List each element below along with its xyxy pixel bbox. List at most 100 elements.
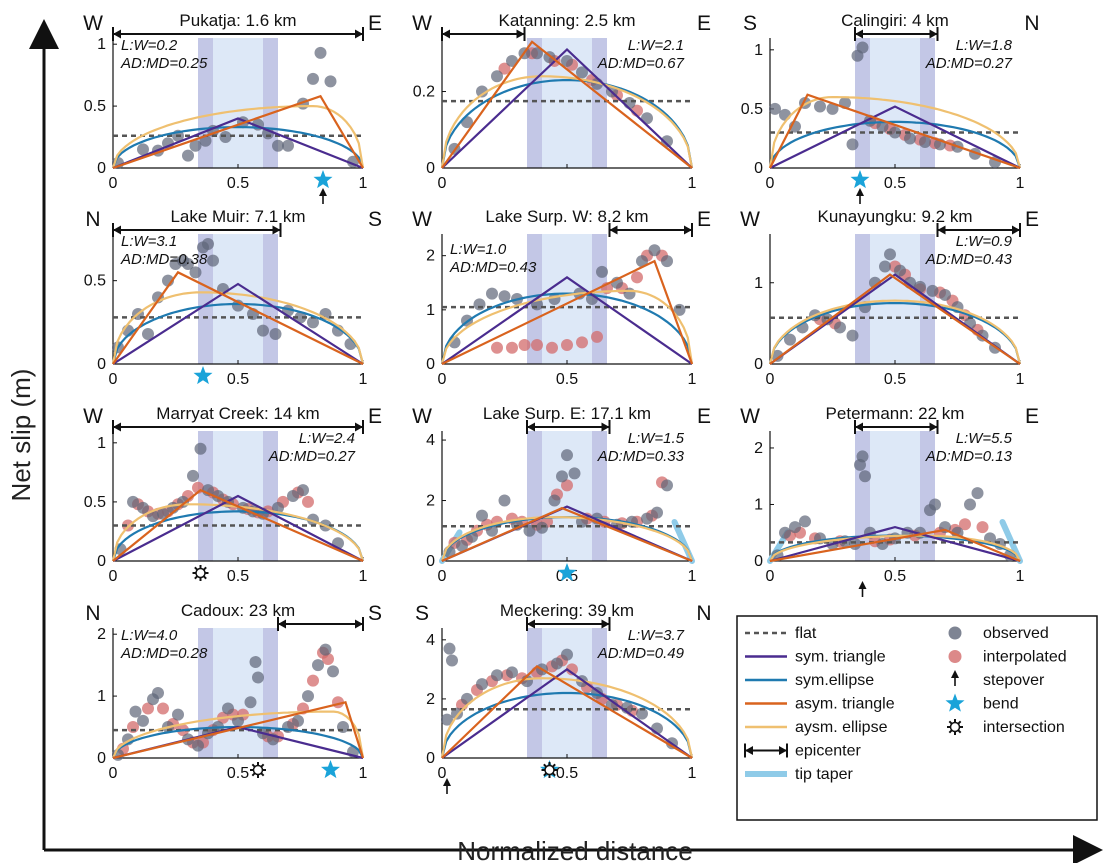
sym-triangle-line — [769, 105, 1021, 169]
panel-stat: L:W=3.1 — [121, 233, 177, 250]
asym-triangle-line — [112, 700, 365, 760]
direction-label-left: W — [412, 208, 432, 231]
panel: 0 0.5 1 0 0.5 1 Pukatja: 1.6 km W E L:W=0.2AD:MD=… — [83, 11, 382, 204]
y-tick-label: 0.5 — [84, 273, 106, 290]
direction-label-right: S — [368, 602, 382, 625]
observed-point — [486, 287, 498, 300]
stepover-arrow-head — [858, 581, 867, 589]
y-tick-label: 0.2 — [413, 84, 435, 101]
panel-stat: L:W=0.9 — [956, 233, 1013, 250]
observed-point — [292, 714, 304, 727]
x-tick-label: 0 — [766, 371, 775, 388]
legend-swatch-star-icon — [945, 693, 965, 712]
observed-point — [324, 75, 337, 88]
panel-title: Marryat Creek: 14 km — [156, 404, 319, 423]
intersection-gear-icon — [541, 762, 558, 778]
x-tick-label: 1 — [359, 568, 368, 585]
observed-point — [142, 328, 154, 340]
y-tick-label: 1 — [97, 688, 106, 705]
legend-label: observed — [983, 625, 1049, 642]
x-tick-label: 1 — [359, 765, 368, 782]
observed-point — [771, 349, 784, 362]
observed-point — [294, 311, 307, 324]
observed-point — [834, 321, 846, 334]
observed-point — [769, 102, 781, 115]
asym-triangle-line — [112, 94, 364, 170]
x-tick-label: 1 — [1016, 175, 1025, 192]
observed-point — [551, 657, 563, 670]
observed-point — [302, 690, 314, 703]
panel-stat: AD:MD=0.27 — [925, 55, 1013, 72]
interpolated-point — [157, 702, 169, 715]
panel-stat: AD:MD=0.33 — [597, 448, 685, 465]
panel-stat: L:W=2.1 — [628, 37, 684, 54]
y-tick-label: 1 — [754, 496, 763, 513]
panel-stat: AD:MD=0.25 — [120, 55, 208, 72]
x-tick-label: 0.5 — [884, 175, 906, 192]
observed-point — [129, 705, 142, 718]
epicenter-arrow — [936, 223, 1021, 237]
epicenter-head-right — [272, 225, 281, 235]
figure-frame: Net slip (m) Normalized distance — [6, 19, 1103, 863]
legend-label: bend — [983, 696, 1019, 713]
panel-stat: AD:MD=0.49 — [597, 645, 685, 662]
intersection-gear-icon — [250, 762, 266, 778]
epicenter-head-left — [113, 225, 121, 235]
observed-point — [182, 258, 194, 270]
legend-label: intersection — [983, 719, 1065, 736]
direction-label-right: E — [368, 12, 382, 35]
x-tick-label: 1 — [359, 371, 368, 388]
gear-hub — [949, 721, 961, 733]
observed-point — [182, 149, 194, 162]
x-tick-label: 0 — [438, 175, 447, 192]
x-tick-label: 0 — [438, 765, 447, 782]
y-tick-label: 1 — [426, 302, 435, 319]
observed-point — [187, 469, 199, 482]
panel-title: Petermann: 22 km — [826, 404, 965, 423]
x-tick-label: 1 — [1016, 371, 1025, 388]
interpolated-point — [566, 663, 578, 676]
observed-point — [232, 714, 244, 727]
legend-swatch-stepover-icon — [951, 670, 959, 686]
x-tick-label: 1 — [688, 175, 697, 192]
sym-ellipse-curve — [440, 79, 694, 169]
epicenter-head-right — [929, 29, 938, 39]
legend-label: asym. triangle — [795, 696, 895, 713]
observed-point — [307, 72, 319, 85]
observed-point — [623, 287, 636, 300]
observed-point — [189, 139, 202, 152]
stepover-arrow-head — [319, 188, 327, 196]
interpolated-point — [546, 341, 558, 354]
observed-point — [287, 490, 299, 502]
observed-point — [548, 494, 561, 507]
observed-point — [971, 487, 984, 500]
y-tick-label: 0 — [754, 356, 763, 373]
epicenter-head-left — [113, 422, 121, 432]
interpolated-point — [518, 339, 531, 352]
interpolated-point — [322, 652, 334, 665]
observed-point — [641, 512, 653, 525]
panel-stat: AD:MD=0.38 — [120, 251, 208, 268]
observed-point — [561, 54, 573, 67]
asym-triangle-line — [441, 259, 694, 365]
y-tick-label: 1 — [754, 42, 763, 59]
observed-point — [596, 265, 608, 278]
observed-point — [814, 100, 826, 113]
panel: 0 1 2 0 0.5 1 Lake Surp. W: 8.2 km W E L:W=1.0AD:… — [412, 207, 711, 388]
observed-point — [914, 280, 926, 293]
observed-point — [784, 333, 796, 346]
y-tick-label: 2 — [97, 626, 106, 643]
observed-point — [636, 707, 648, 720]
epicenter-head-right — [779, 746, 787, 755]
panel-title: Calingiri: 4 km — [841, 11, 949, 30]
asym-ellipse-curve — [111, 291, 365, 365]
x-tick-label: 1 — [688, 568, 697, 585]
direction-label-right: E — [697, 405, 711, 428]
y-tick-label: 0.5 — [84, 494, 106, 511]
asym-ellipse-curve — [440, 677, 694, 759]
direction-label-left: W — [412, 12, 432, 35]
panel-title: Lake Surp. E: 17.1 km — [483, 404, 651, 423]
direction-label-right: E — [1025, 405, 1039, 428]
observed-point — [856, 450, 869, 463]
